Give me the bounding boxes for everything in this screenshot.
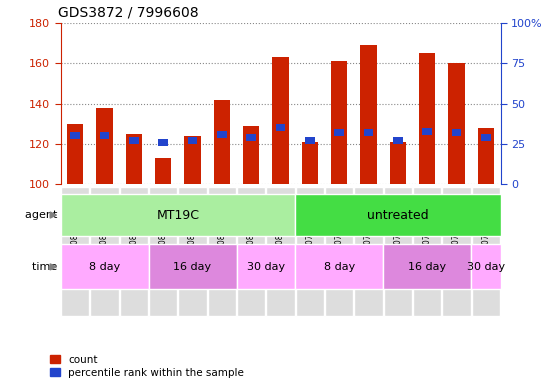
FancyBboxPatch shape: [90, 187, 119, 316]
Bar: [126, 134, 142, 184]
Bar: [419, 53, 435, 184]
Bar: [217, 131, 227, 138]
Bar: [422, 127, 432, 135]
Bar: [305, 137, 315, 144]
Legend: count, percentile rank within the sample: count, percentile rank within the sample: [49, 354, 245, 379]
Text: GSM579086: GSM579086: [246, 228, 256, 275]
Bar: [67, 124, 83, 184]
Text: 30 day: 30 day: [467, 262, 505, 272]
FancyBboxPatch shape: [471, 245, 500, 290]
Text: GSM579079: GSM579079: [481, 228, 491, 275]
FancyBboxPatch shape: [208, 187, 236, 316]
Text: 16 day: 16 day: [173, 262, 212, 272]
Bar: [448, 63, 465, 184]
Bar: [272, 57, 289, 184]
Text: untreated: untreated: [367, 209, 428, 222]
Text: GSM579078: GSM579078: [452, 228, 461, 275]
Text: 8 day: 8 day: [323, 262, 355, 272]
Text: GSM579085: GSM579085: [217, 228, 227, 275]
FancyBboxPatch shape: [325, 187, 353, 316]
Text: GSM579083: GSM579083: [158, 228, 168, 275]
Bar: [302, 142, 318, 184]
Bar: [276, 124, 285, 131]
Bar: [390, 142, 406, 184]
Text: 8 day: 8 day: [89, 262, 120, 272]
Text: GSM579077: GSM579077: [422, 228, 432, 275]
Bar: [393, 137, 403, 144]
Bar: [364, 129, 373, 136]
FancyBboxPatch shape: [296, 187, 324, 316]
Text: GSM579075: GSM579075: [364, 228, 373, 275]
FancyBboxPatch shape: [295, 245, 383, 290]
Text: GSM579081: GSM579081: [100, 228, 109, 275]
Text: GSM579082: GSM579082: [129, 228, 139, 275]
FancyBboxPatch shape: [237, 187, 265, 316]
FancyBboxPatch shape: [60, 194, 295, 236]
Bar: [96, 108, 113, 184]
FancyBboxPatch shape: [236, 245, 295, 290]
FancyBboxPatch shape: [60, 245, 148, 290]
Text: MT19C: MT19C: [156, 209, 199, 222]
FancyBboxPatch shape: [148, 245, 236, 290]
Bar: [243, 126, 259, 184]
FancyBboxPatch shape: [149, 187, 177, 316]
Text: GSM579087: GSM579087: [276, 228, 285, 275]
Bar: [158, 139, 168, 146]
Bar: [100, 132, 109, 139]
Bar: [246, 134, 256, 141]
Bar: [478, 128, 494, 184]
FancyBboxPatch shape: [354, 187, 383, 316]
Bar: [452, 129, 461, 136]
FancyBboxPatch shape: [384, 187, 412, 316]
Text: GSM579073: GSM579073: [305, 228, 315, 275]
FancyBboxPatch shape: [383, 245, 471, 290]
Bar: [481, 134, 491, 141]
Bar: [334, 129, 344, 136]
FancyBboxPatch shape: [120, 187, 148, 316]
Text: GSM579074: GSM579074: [334, 228, 344, 275]
Bar: [70, 132, 80, 139]
Bar: [129, 137, 139, 144]
FancyBboxPatch shape: [61, 187, 89, 316]
Bar: [360, 45, 377, 184]
FancyBboxPatch shape: [442, 187, 471, 316]
Bar: [188, 137, 197, 144]
Bar: [331, 61, 347, 184]
Bar: [214, 100, 230, 184]
Text: GSM579084: GSM579084: [188, 228, 197, 275]
FancyBboxPatch shape: [266, 187, 295, 316]
Bar: [155, 158, 171, 184]
Text: GDS3872 / 7996608: GDS3872 / 7996608: [58, 5, 199, 19]
FancyBboxPatch shape: [178, 187, 207, 316]
Text: time: time: [32, 262, 60, 272]
FancyBboxPatch shape: [472, 187, 500, 316]
Bar: [184, 136, 201, 184]
FancyBboxPatch shape: [295, 194, 500, 236]
FancyBboxPatch shape: [413, 187, 441, 316]
Text: GSM579076: GSM579076: [393, 228, 403, 275]
Text: 30 day: 30 day: [247, 262, 285, 272]
Text: 16 day: 16 day: [408, 262, 446, 272]
Text: GSM579080: GSM579080: [70, 228, 80, 275]
Text: agent: agent: [25, 210, 60, 220]
